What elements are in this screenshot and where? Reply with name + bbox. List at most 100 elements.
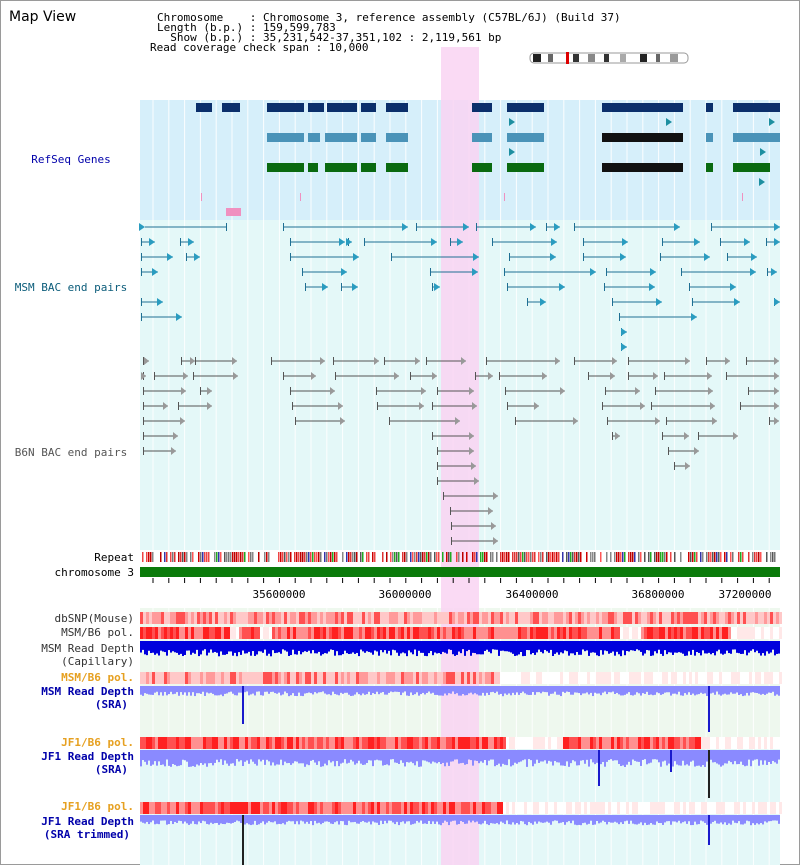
heat-cell <box>641 612 644 624</box>
heat-cell <box>518 612 521 624</box>
heat-cell <box>629 627 632 639</box>
repeat-element <box>592 552 594 562</box>
heat-cell <box>194 627 197 639</box>
heat-cell <box>212 627 215 639</box>
heat-cell <box>233 627 236 639</box>
depth-bar <box>196 815 198 825</box>
heat-cell <box>173 672 176 684</box>
heat-cell <box>170 672 173 684</box>
depth-bar <box>560 641 562 653</box>
depth-bar <box>462 686 464 695</box>
depth-bar <box>328 815 330 822</box>
heat-cell <box>257 672 260 684</box>
depth-bar <box>376 750 378 760</box>
bac-end-arrow <box>419 402 424 410</box>
depth-bar <box>540 750 542 762</box>
depth-bar <box>446 686 448 696</box>
depth-spike <box>598 750 600 786</box>
read-depth-tracks[interactable] <box>140 641 780 865</box>
depth-bar <box>522 686 524 692</box>
heat-cell <box>587 737 590 749</box>
repeat-element <box>258 552 260 562</box>
heat-cell <box>407 627 410 639</box>
selection-highlight[interactable] <box>441 47 479 865</box>
chromosome-bar[interactable] <box>140 567 780 577</box>
heat-cell <box>569 627 572 639</box>
depth-bar <box>272 686 274 692</box>
depth-bar <box>308 750 310 766</box>
msm-bac-track[interactable] <box>139 223 780 351</box>
heat-cell <box>233 672 236 684</box>
depth-bar <box>684 815 686 822</box>
depth-bar <box>354 750 356 765</box>
heat-cell <box>734 737 737 749</box>
depth-bar <box>540 641 542 652</box>
bac-end <box>143 432 144 440</box>
repeat-element <box>234 552 236 562</box>
heat-cell <box>581 802 584 814</box>
depth-bar <box>478 750 480 764</box>
depth-bar <box>496 815 498 824</box>
chromosome-ideogram[interactable] <box>529 52 689 64</box>
depth-bar <box>554 686 556 692</box>
depth-bar <box>640 686 642 696</box>
depth-bar <box>408 815 410 822</box>
heat-cell <box>719 737 722 749</box>
repeat-element <box>242 552 244 562</box>
heat-cell <box>458 672 461 684</box>
heat-cell <box>272 672 275 684</box>
heat-cell <box>608 612 611 624</box>
heat-cell <box>611 627 614 639</box>
bac-end <box>437 462 438 470</box>
heat-cell <box>551 672 554 684</box>
repeat-element <box>666 552 668 562</box>
depth-spike <box>242 815 244 865</box>
track-label-refseq[interactable]: RefSeq Genes <box>31 153 111 166</box>
track-label-msm-bac[interactable]: MSM BAC end pairs <box>14 281 128 294</box>
heat-cell <box>251 672 254 684</box>
depth-bar <box>330 815 332 824</box>
depth-bar <box>400 750 402 761</box>
depth-bar <box>190 641 192 655</box>
heat-cell <box>242 627 245 639</box>
depth-bar <box>274 815 276 822</box>
heat-cell <box>317 802 320 814</box>
depth-bar <box>434 686 436 695</box>
depth-bar <box>298 641 300 651</box>
repeat-track[interactable] <box>142 552 776 562</box>
depth-bar <box>688 815 690 822</box>
depth-bar <box>596 641 598 656</box>
heat-cell <box>254 672 257 684</box>
depth-bar <box>212 641 214 653</box>
repeat-element <box>252 552 254 562</box>
heat-cell <box>404 737 407 749</box>
heat-cell <box>182 612 185 624</box>
refseq-genes-track[interactable] <box>196 103 780 216</box>
depth-bar <box>436 641 438 654</box>
depth-bar <box>468 641 470 650</box>
depth-bar <box>444 750 446 767</box>
depth-bar <box>546 750 548 764</box>
heat-cell <box>419 802 422 814</box>
bac-end-arrow <box>434 283 440 291</box>
depth-bar <box>296 686 298 697</box>
heat-cell <box>761 627 764 639</box>
heat-cell <box>557 802 560 814</box>
heat-cell <box>461 737 464 749</box>
heat-cell <box>545 737 548 749</box>
depth-bar <box>728 686 730 695</box>
depth-bar <box>724 815 726 823</box>
track-label-b6n-bac[interactable]: B6N BAC end pairs <box>14 446 128 459</box>
repeat-element <box>426 552 428 562</box>
depth-bar <box>542 815 544 823</box>
heat-cell <box>596 672 599 684</box>
heat-cell <box>188 627 191 639</box>
b6n-bac-track[interactable] <box>141 357 779 545</box>
heat-cell <box>296 672 299 684</box>
depth-bar <box>750 815 752 826</box>
polymorphism-heat-tracks[interactable] <box>140 612 782 814</box>
depth-bar <box>738 750 740 765</box>
bac-end <box>432 283 433 291</box>
depth-bar <box>694 815 696 822</box>
